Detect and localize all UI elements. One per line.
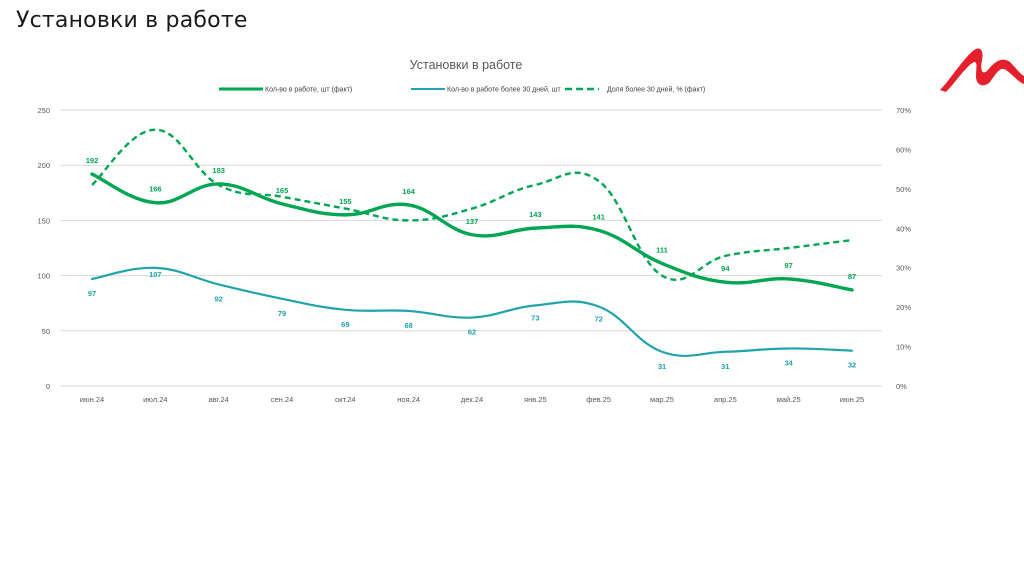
data-label-over-30-days: 32 [848, 361, 856, 370]
legend-label: Кол-во в работе более 30 дней, шт [447, 86, 561, 94]
y-left-tick-label: 0 [46, 382, 50, 391]
y-right-tick-label: 20% [896, 303, 911, 312]
x-tick-label: ноя.24 [397, 395, 420, 404]
data-label-in-work: 192 [86, 156, 99, 165]
data-label-in-work: 137 [466, 217, 479, 226]
brand-logo [940, 48, 1024, 92]
x-tick-label: дек.24 [461, 395, 483, 404]
logo-mark [940, 48, 1024, 92]
x-tick-label: июл.24 [143, 395, 167, 404]
data-label-in-work: 183 [212, 166, 225, 175]
y-right-tick-label: 50% [896, 185, 911, 194]
y-right-tick-label: 60% [896, 145, 911, 154]
data-label-in-work: 94 [721, 264, 730, 273]
y-axis-right: 0% 10% 20% 30% 40% 50% 60% 70% [896, 106, 911, 391]
data-label-in-work: 164 [402, 187, 415, 196]
y-left-tick-label: 200 [37, 161, 50, 170]
series-line-over-30-days [90, 266, 854, 358]
y-axis-left: 0 50 100 150 200 250 [37, 106, 50, 391]
x-tick-label: июн.25 [840, 395, 864, 404]
data-labels: 192 166 183 165 155 164 137 143 141 111 94 97 87 97 10… [86, 156, 856, 371]
data-label-over-30-days: 92 [214, 294, 222, 303]
data-label-in-work: 97 [784, 261, 792, 270]
data-label-over-30-days: 73 [531, 313, 539, 322]
data-label-in-work: 166 [149, 185, 162, 194]
series-line-in-work [90, 172, 854, 292]
line-chart: Установки в работе Кол-во в работе, шт (… [37, 58, 911, 404]
x-tick-label: фев.25 [586, 395, 611, 404]
data-label-in-work: 87 [848, 272, 856, 281]
y-left-tick-label: 250 [37, 106, 50, 115]
chart-series [90, 128, 854, 358]
x-tick-label: янв.25 [524, 395, 547, 404]
data-label-over-30-days: 69 [341, 320, 349, 329]
data-label-in-work: 165 [276, 186, 289, 195]
data-label-over-30-days: 34 [784, 358, 793, 367]
y-right-tick-label: 30% [896, 264, 911, 273]
x-tick-label: сен.24 [271, 395, 294, 404]
series-line-share-over-30-days [91, 128, 853, 282]
data-label-over-30-days: 68 [404, 321, 412, 330]
chart-gridlines [60, 109, 882, 387]
data-label-over-30-days: 72 [594, 315, 602, 324]
y-right-tick-label: 10% [896, 343, 911, 352]
legend-label: Доля более 30 дней, % (факт) [607, 86, 705, 94]
y-right-tick-label: 70% [896, 106, 911, 115]
x-tick-label: июн.24 [80, 395, 104, 404]
data-label-in-work: 111 [656, 245, 668, 254]
data-label-in-work: 143 [529, 210, 542, 219]
y-left-tick-label: 100 [37, 272, 50, 281]
data-label-over-30-days: 107 [149, 270, 162, 279]
y-left-tick-label: 150 [37, 216, 50, 225]
data-label-in-work: 141 [592, 212, 605, 221]
chart-legend: Кол-во в работе, шт (факт) Кол-во в работ… [219, 86, 705, 94]
y-left-tick-label: 50 [42, 327, 50, 336]
y-right-tick-label: 0% [896, 382, 907, 391]
x-axis: июн.24 июл.24 авг.24 сен.24 окт.24 ноя.24 дек.… [80, 395, 864, 404]
y-right-tick-label: 40% [896, 224, 911, 233]
data-label-over-30-days: 97 [88, 289, 96, 298]
x-tick-label: окт.24 [335, 395, 356, 404]
x-tick-label: авг.24 [208, 395, 228, 404]
data-label-over-30-days: 31 [658, 362, 666, 371]
data-label-over-30-days: 62 [468, 328, 476, 337]
data-label-in-work: 155 [339, 197, 352, 206]
x-tick-label: мар.25 [650, 395, 674, 404]
chart-title: Установки в работе [410, 58, 523, 72]
data-label-over-30-days: 79 [278, 309, 286, 318]
x-tick-label: апр.25 [714, 395, 737, 404]
slide-title: Установки в работе [16, 8, 248, 33]
legend-label: Кол-во в работе, шт (факт) [265, 86, 352, 94]
x-tick-label: май.25 [777, 395, 801, 404]
data-label-over-30-days: 31 [721, 362, 729, 371]
